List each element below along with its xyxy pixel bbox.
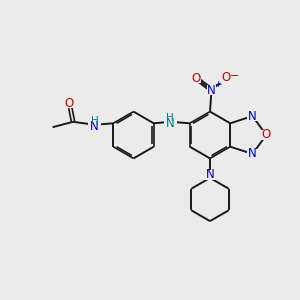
Text: N: N [248,147,257,161]
Text: H: H [167,113,174,123]
Bar [247,148,258,159]
Text: N: N [166,117,175,130]
Text: −: − [230,70,240,81]
Bar [88,118,101,131]
Text: N: N [206,168,214,182]
Bar [64,98,74,108]
Text: N: N [248,110,257,123]
Text: H: H [91,116,98,126]
Text: O: O [262,128,271,142]
Bar [219,72,234,83]
Text: N: N [90,120,99,133]
Text: +: + [214,80,222,89]
Text: N: N [207,83,216,97]
Bar [164,115,177,128]
Text: O: O [222,71,231,84]
Bar [247,111,258,122]
Bar [191,73,201,83]
Bar [204,169,216,180]
Text: O: O [191,71,200,85]
Text: O: O [65,97,74,110]
Bar [207,85,216,95]
Bar [261,130,272,140]
